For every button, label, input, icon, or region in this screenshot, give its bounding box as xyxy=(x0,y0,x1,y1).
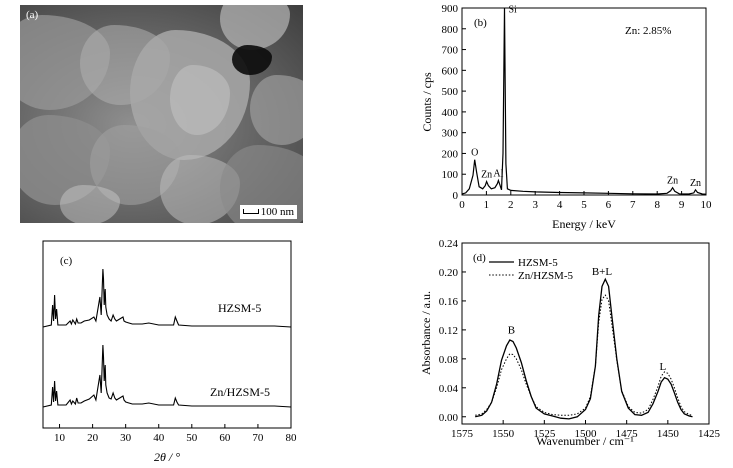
panel-b-label: (b) xyxy=(474,17,487,29)
panel-b-xtick-label: 0 xyxy=(459,199,465,211)
panel-c-xtick-label: 60 xyxy=(219,432,231,444)
panel-c-xtick-label: 10 xyxy=(54,432,66,444)
panel-b-xtick-label: 7 xyxy=(630,199,636,211)
panel-c-xtick-label: 20 xyxy=(87,432,99,444)
panel-d-ytick-label: 0.00 xyxy=(439,412,459,424)
panel-b-xtick-label: 4 xyxy=(557,199,563,211)
panel-d-xtick-label: 1575 xyxy=(451,428,474,440)
panel-b-ytick-label: 700 xyxy=(442,45,459,57)
panel-b-series xyxy=(461,7,707,195)
panel-d-legend: HZSM-5 Zn/HZSM-5 xyxy=(489,257,574,282)
panel-c-xrd-chart: 10 20 30 40 50 60 70 80 (c) HZSM-5 Zn/HZSM-5 2θ… xyxy=(42,240,297,464)
panel-c-xlabel: 2θ / ° xyxy=(154,450,180,464)
zn-content-annotation: Zn: 2.85% xyxy=(625,25,671,37)
peak-label-o: O xyxy=(471,148,478,159)
scale-bar-text: 100 nm xyxy=(260,206,294,218)
panel-d-ir-chart: 1575 1550 1525 1500 1475 1450 1425 0.00 0.04 0.08… xyxy=(419,238,721,448)
panel-d-xtick-label: 1450 xyxy=(657,428,680,440)
panel-d-ytick-label: 0.12 xyxy=(439,325,458,337)
peak-label-si: Si xyxy=(508,4,517,15)
panel-d-xtick-label: 1475 xyxy=(616,428,639,440)
panel-c-xtick-label: 30 xyxy=(120,432,132,444)
panel-d-xtick-label: 1500 xyxy=(575,428,598,440)
panel-b-xtick-label: 9 xyxy=(679,199,685,211)
panel-c-label: (c) xyxy=(60,255,73,267)
scale-bar: 100 nm xyxy=(239,205,297,219)
panel-b-xlabel: Energy / keV xyxy=(552,217,616,231)
panel-d-series xyxy=(475,277,693,420)
panel-b-xtick-label: 6 xyxy=(606,199,612,211)
ir-spectrum-hzsm5 xyxy=(475,277,693,420)
panel-d-ytick-label: 0.04 xyxy=(439,383,459,395)
panel-b-ytick-label: 0 xyxy=(453,190,459,202)
peak-label-zn: Zn xyxy=(667,176,678,187)
xrd-pattern-hzsm5 xyxy=(42,268,292,328)
panel-c-xtick-label: 80 xyxy=(286,432,298,444)
panel-d-ytick-label: 0.20 xyxy=(439,267,459,279)
panel-b-xtick-label: 2 xyxy=(508,199,514,211)
panel-b-xtick-label: 1 xyxy=(484,199,490,211)
panel-c-xtick-label: 70 xyxy=(252,432,264,444)
panel-c-xtick-label: 40 xyxy=(153,432,165,444)
panel-d-axes: 1575 1550 1525 1500 1475 1450 1425 0.00 0.04 0.08… xyxy=(439,238,721,440)
panel-b-ytick-label: 400 xyxy=(442,107,459,119)
peak-label-b: B xyxy=(508,325,515,337)
peak-label-zn: Zn xyxy=(481,169,492,180)
panel-d-frame xyxy=(461,242,710,425)
panel-d-ytick-label: 0.08 xyxy=(439,354,459,366)
panel-b-ytick-label: 200 xyxy=(442,148,459,160)
peak-label-b-plus-l: B+L xyxy=(592,266,613,278)
panel-b-ytick-label: 600 xyxy=(442,65,459,77)
panel-b-ytick-label: 100 xyxy=(442,169,459,181)
panel-c-frame xyxy=(42,240,292,429)
series-label-hzsm5: HZSM-5 xyxy=(218,301,261,315)
eds-spectrum-line xyxy=(461,7,707,195)
panel-d-xtick-label: 1525 xyxy=(533,428,556,440)
panel-d-peak-labels: B B+L L xyxy=(508,266,667,373)
panel-d-ylabel: Absorbance / a.u. xyxy=(419,291,433,375)
panel-c-series xyxy=(42,268,292,408)
panel-b-ytick-label: 300 xyxy=(442,128,459,140)
panel-d-ytick-label: 0.16 xyxy=(439,296,459,308)
ir-spectrum-zn-hzsm5 xyxy=(475,294,693,416)
panel-b-xtick-label: 8 xyxy=(654,199,660,211)
panel-d-xtick-label: 1550 xyxy=(492,428,515,440)
panel-b-ylabel: Counts / cps xyxy=(420,72,434,132)
peak-label-al: Al xyxy=(493,168,503,179)
panel-b-xtick-label: 5 xyxy=(581,199,587,211)
series-label-zn-hzsm5: Zn/HZSM-5 xyxy=(210,385,270,399)
panel-a-label: (a) xyxy=(26,9,39,21)
xrd-pattern-zn-hzsm5 xyxy=(42,344,292,408)
legend-label-zn-hzsm5: Zn/HZSM-5 xyxy=(518,270,574,282)
panel-d-xlabel: Wavenumber / cm⁻¹ xyxy=(536,434,634,448)
panel-c-xtick-label: 50 xyxy=(186,432,198,444)
panel-b-xtick-label: 3 xyxy=(532,199,538,211)
panel-b-ytick-label: 800 xyxy=(442,24,459,36)
panel-d-xtick-label: 1425 xyxy=(698,428,721,440)
legend-label-hzsm5: HZSM-5 xyxy=(518,257,558,269)
panel-b-ytick-label: 500 xyxy=(442,86,459,98)
peak-label-l: L xyxy=(660,361,667,373)
panel-b-ytick-label: 900 xyxy=(442,3,459,15)
panel-d-ytick-label: 0.24 xyxy=(439,238,459,250)
panel-c-axes: 10 20 30 40 50 60 70 80 xyxy=(54,424,297,444)
panel-b-xtick-label: 10 xyxy=(701,199,713,211)
panel-b-eds-chart: 0 1 2 3 4 5 6 7 8 9 100100200300400500600700800900… xyxy=(420,3,712,231)
panel-d-label: (d) xyxy=(473,252,486,264)
peak-label-zn: Zn xyxy=(690,178,701,189)
sem-micrograph: (a) 100 nm xyxy=(20,5,303,223)
